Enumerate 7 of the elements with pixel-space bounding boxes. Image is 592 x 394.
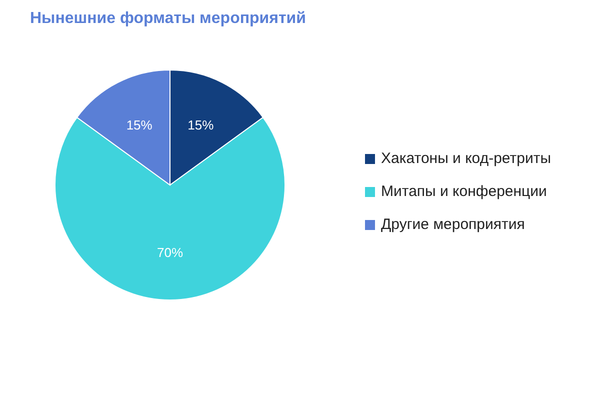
legend-label: Хакатоны и код-ретриты	[381, 150, 551, 167]
data-label: 70%	[156, 245, 184, 260]
legend-label: Другие мероприятия	[381, 216, 525, 233]
legend-label: Митапы и конференции	[381, 183, 547, 200]
data-label: 15%	[188, 117, 214, 132]
chart-title: Нынешние форматы мероприятий	[30, 10, 306, 28]
data-label: 15%	[126, 117, 153, 132]
